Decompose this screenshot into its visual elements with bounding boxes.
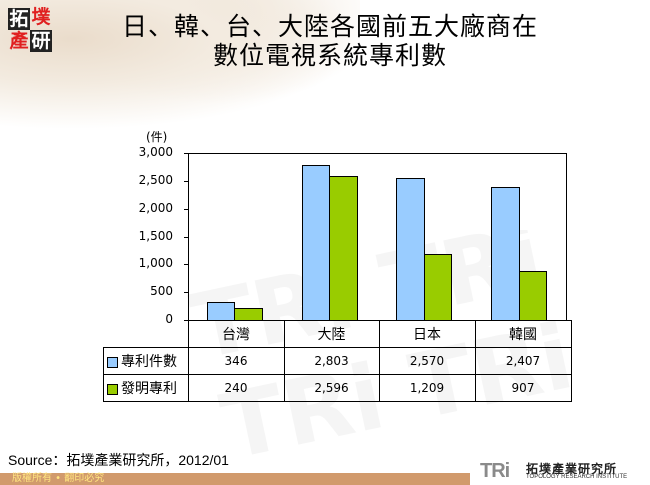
data-cell: 2,570 [378, 347, 476, 375]
y-tick-label: 3,000 [138, 145, 173, 159]
category-label: 韓國 [474, 320, 572, 348]
copyright-text: 版權所有 • 翻印必究 [12, 473, 105, 484]
y-tick-mark [184, 208, 188, 210]
bar-chart: (件) 3,000 2,500 2,000 1,500 1,000 500 0 台灣 大陸 … [103, 130, 572, 402]
data-table: 台灣 大陸 日本 韓國 專利件數 346 2,803 2,570 2,407 發… [103, 320, 572, 402]
y-tick-label: 0 [165, 312, 173, 326]
legend-label: 發明專利 [121, 381, 177, 397]
logo-char: 產 [9, 30, 29, 52]
bar-invention [234, 307, 263, 321]
legend-entry: 專利件數 [103, 347, 189, 375]
y-tick-mark [184, 180, 188, 182]
tri-brand-logo: TRi 拓墣產業研究所 TOPOLOGY RESEARCH INSTITUTE [470, 458, 650, 485]
category-label: 大陸 [283, 320, 380, 348]
legend-label: 專利件數 [121, 354, 177, 370]
legend-swatch-icon [107, 383, 118, 395]
series-row-invention: 發明專利 240 2,596 1,209 907 [103, 374, 572, 402]
table-corner [103, 320, 189, 348]
legend-swatch-icon [107, 356, 118, 368]
y-tick-mark [184, 292, 188, 294]
y-tick-label: 2,500 [138, 172, 173, 187]
map-background [0, 0, 360, 130]
data-cell: 907 [474, 374, 572, 402]
brand-english-name: TOPOLOGY RESEARCH INSTITUTE [526, 474, 628, 480]
title-line-2: 數位電視系統專利數 [212, 41, 447, 70]
bar-patents [396, 177, 425, 321]
legend-entry: 發明專利 [103, 374, 189, 402]
y-tick-label: 2,000 [138, 200, 173, 215]
data-cell: 2,407 [474, 347, 572, 375]
y-tick-label: 1,500 [138, 228, 173, 243]
category-label: 日本 [378, 320, 476, 348]
source-note: Source：拓墣產業研究所，2012/01 [8, 452, 229, 468]
slide-title: 日、韓、台、大陸各國前五大廠商在 數位電視系統專利數 [90, 12, 570, 70]
bar-invention [423, 253, 453, 321]
y-tick-label: 500 [150, 284, 173, 299]
y-tick-mark [184, 153, 188, 154]
data-cell: 346 [187, 347, 285, 375]
y-axis-unit: (件) [146, 130, 168, 144]
data-cell: 2,596 [283, 374, 380, 402]
bar-patents [491, 187, 520, 321]
category-label: 台灣 [187, 320, 285, 348]
data-cell: 2,803 [283, 347, 380, 375]
bar-patents [206, 301, 236, 321]
bar-invention [518, 270, 548, 321]
category-row: 台灣 大陸 日本 韓國 [103, 320, 572, 348]
data-cell: 1,209 [378, 374, 476, 402]
logo-char: 墣 [31, 6, 51, 28]
title-line-1: 日、韓、台、大陸各國前五大廠商在 [121, 12, 538, 41]
brand-chinese-name: 拓墣產業研究所 [526, 462, 618, 476]
bar-patents [301, 164, 331, 321]
plot-area [188, 153, 567, 321]
series-row-patents: 專利件數 346 2,803 2,570 2,407 [103, 347, 572, 375]
bar-invention [329, 176, 358, 321]
logo-char: 研 [30, 30, 52, 52]
tri-wordmark: TRi [480, 460, 510, 482]
y-tick-mark [184, 264, 188, 266]
y-tick-mark [184, 236, 188, 238]
logo-char: 拓 [8, 8, 30, 30]
tri-logo: 拓 墣 產 研 [8, 6, 52, 52]
data-cell: 240 [187, 374, 285, 402]
y-tick-label: 1,000 [138, 256, 173, 271]
